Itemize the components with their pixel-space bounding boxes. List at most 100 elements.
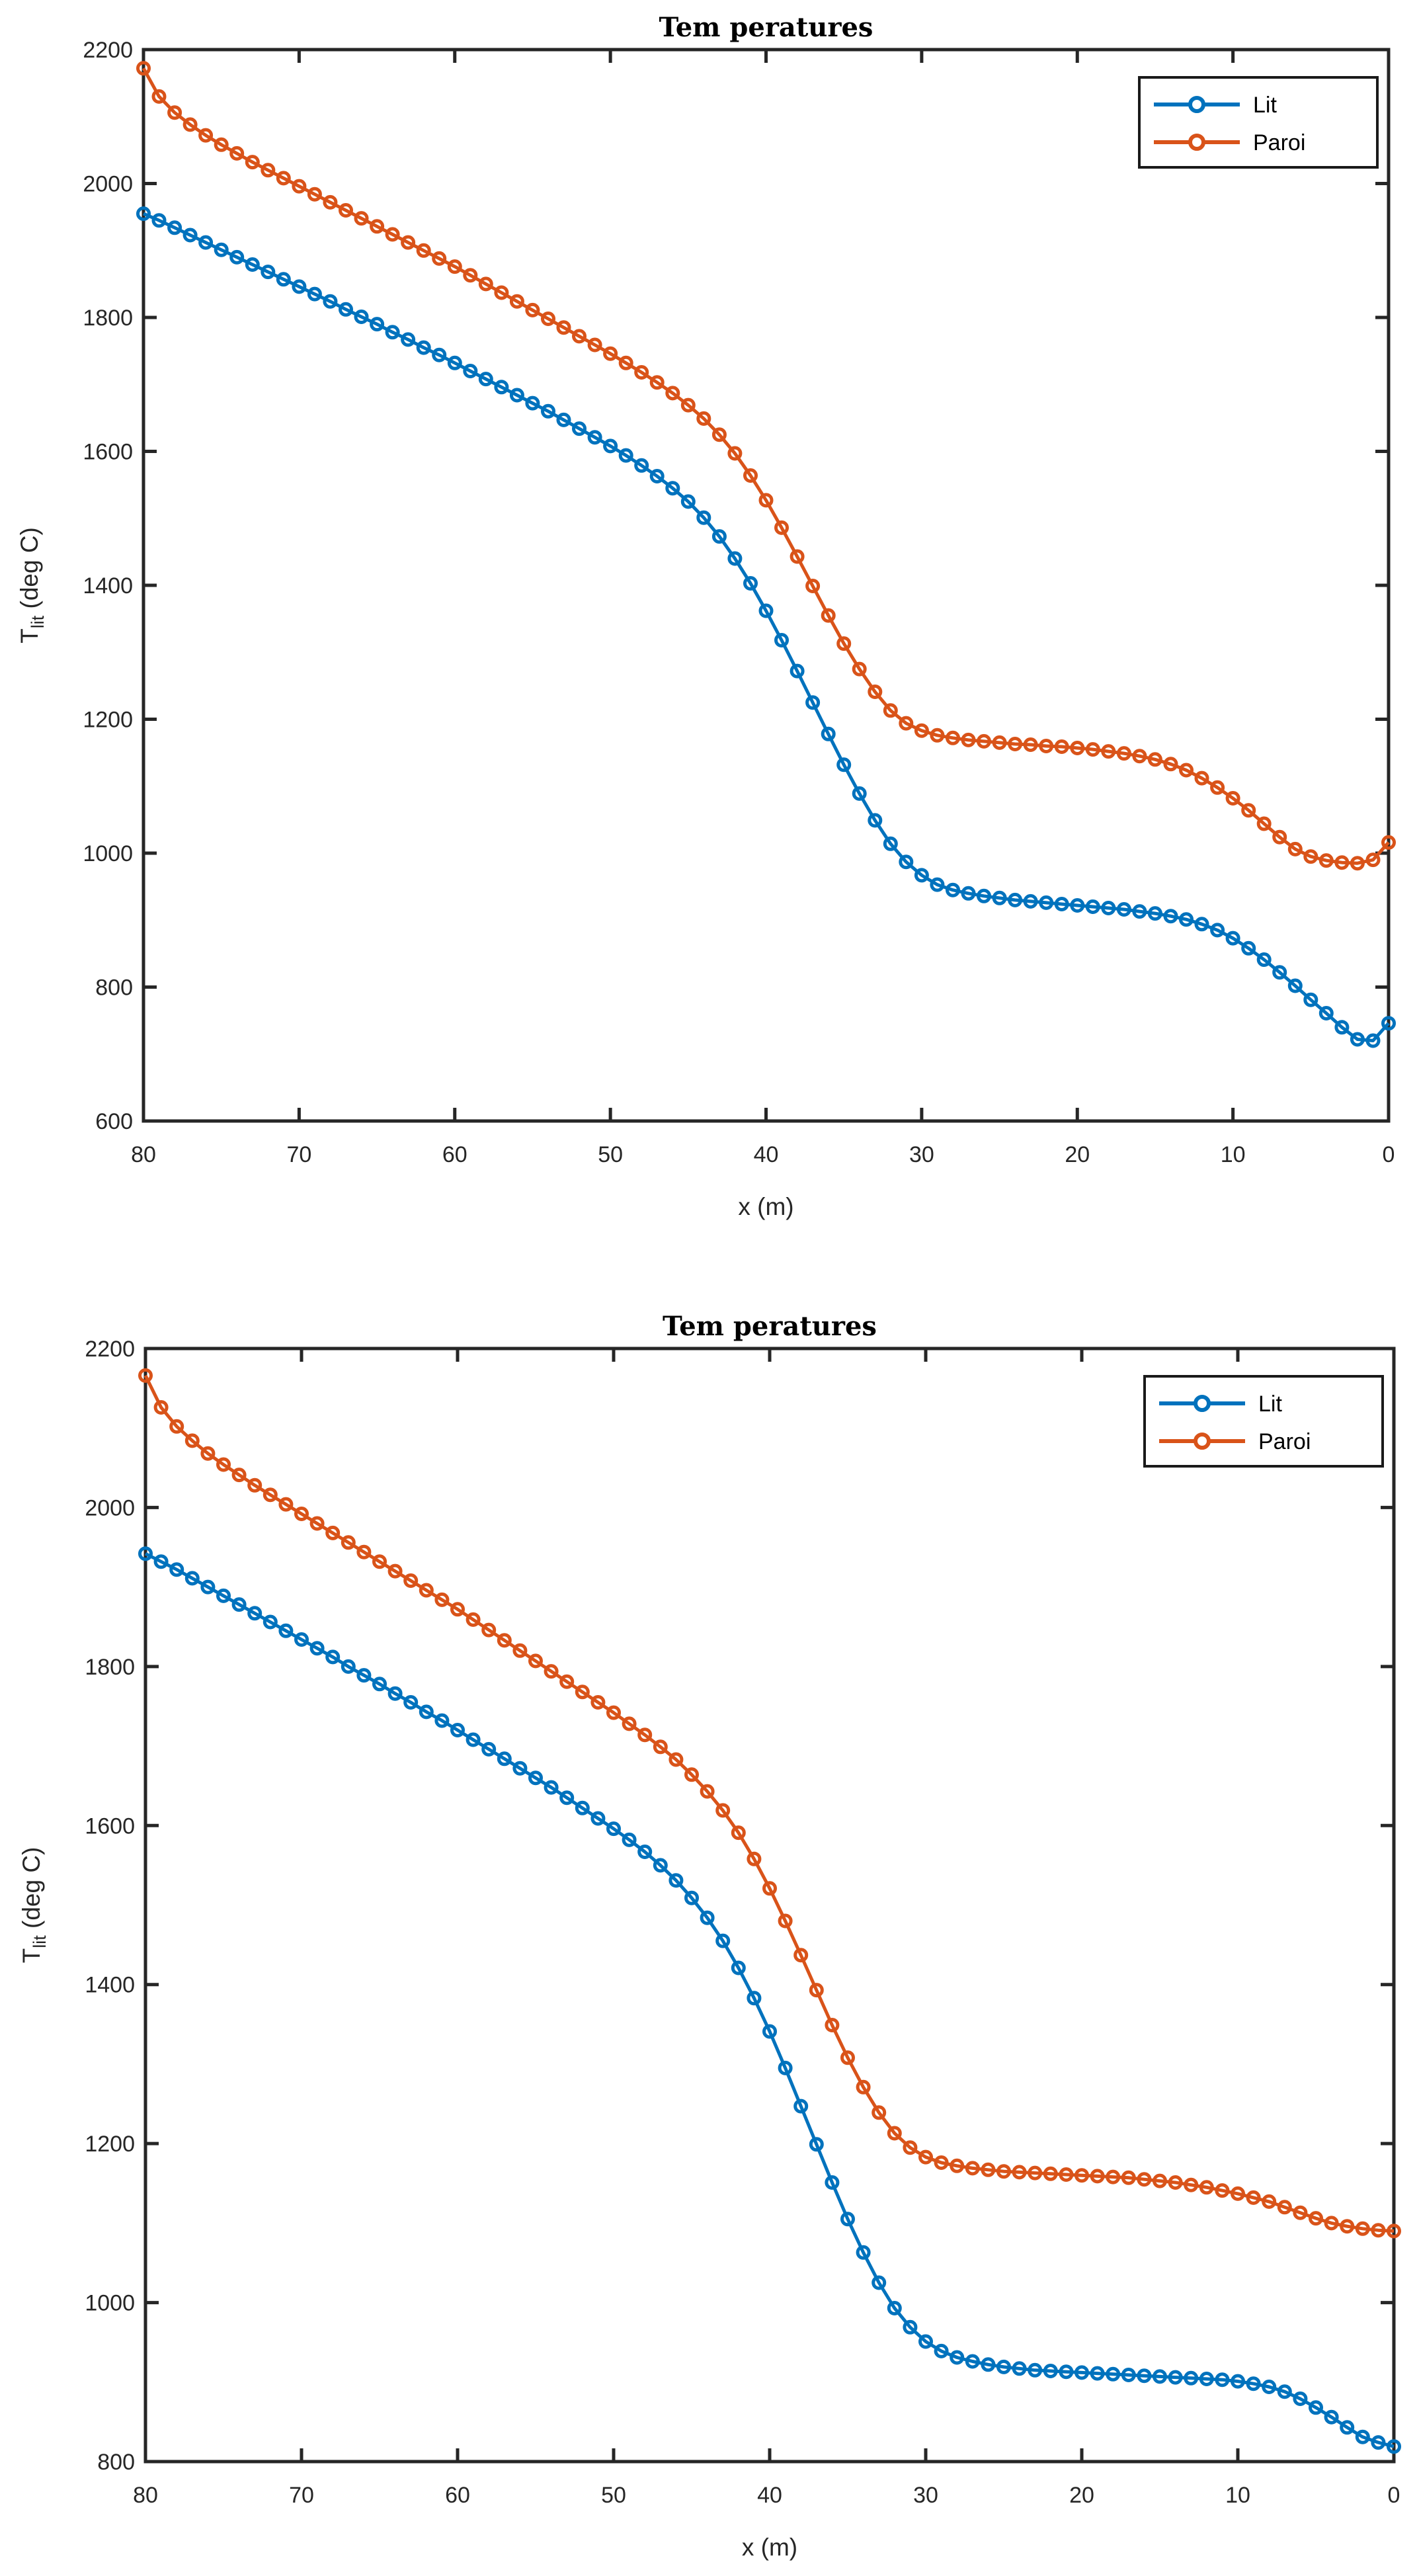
series-lit-marker [606, 1821, 621, 1837]
x-tick-label: 50 [598, 1142, 623, 1167]
series-paroi-marker [618, 355, 633, 370]
series-lit-marker [167, 220, 182, 235]
y-tick-label: 2200 [83, 38, 133, 63]
legend-box [1143, 1375, 1384, 1468]
series-lit-marker [1008, 892, 1023, 907]
series-lit-marker [198, 235, 214, 250]
series-lit-marker [216, 1588, 231, 1603]
series-paroi-marker [758, 493, 774, 508]
series-paroi-marker [167, 105, 182, 120]
series-paroi-marker [466, 1612, 481, 1627]
series-paroi-marker [711, 427, 727, 442]
series-paroi-marker [309, 1516, 325, 1531]
y-tick-label: 1200 [83, 708, 133, 733]
series-paroi-marker [1225, 791, 1240, 806]
series-lit-marker [590, 1811, 606, 1826]
series-paroi-marker [950, 2158, 965, 2173]
series-paroi-marker [231, 1468, 247, 1483]
series-paroi-marker [914, 723, 929, 738]
series-lit-marker [918, 2334, 933, 2349]
series-lit-marker [292, 279, 307, 294]
series-paroi-line [143, 1374, 1395, 2233]
y-axis-label: Tlit (deg C) [16, 527, 48, 644]
series-lit-marker [1085, 899, 1100, 914]
series-lit-marker [1179, 912, 1194, 927]
series-paroi-marker [840, 2050, 855, 2065]
series-paroi-marker [198, 128, 214, 143]
series-paroi-marker [497, 1633, 512, 1648]
series-paroi-marker [665, 386, 680, 401]
series-lit-marker [700, 1910, 715, 1925]
series-lit-marker [309, 1641, 325, 1656]
series-lit-marker [541, 403, 555, 419]
legend-box [1138, 76, 1379, 169]
series-lit-marker [356, 1668, 372, 1683]
series-paroi-marker [1340, 2219, 1355, 2234]
series-paroi-marker [1293, 2205, 1308, 2220]
series-lit-marker [387, 1686, 403, 1701]
y-tick-label: 1400 [85, 1973, 135, 1998]
series-paroi-marker [1008, 737, 1023, 751]
series-lit-marker [903, 2319, 918, 2335]
series-lit-marker [1215, 2372, 1230, 2388]
series-lit-marker [1350, 1032, 1365, 1047]
series-paroi-marker [1147, 752, 1162, 767]
legend-label: Paroi [1258, 1429, 1311, 1454]
series-paroi-marker [419, 1583, 434, 1598]
series-paroi-marker [463, 268, 478, 283]
y-tick-label: 800 [97, 2450, 135, 2475]
series-paroi-marker [747, 1851, 762, 1866]
series-lit-marker [136, 206, 151, 222]
series-paroi-marker [637, 1727, 653, 1743]
series-lit-marker [1324, 2409, 1339, 2425]
series-lit-marker [758, 603, 774, 618]
series-lit-marker [497, 1751, 512, 1766]
legend-label: Lit [1253, 93, 1277, 118]
series-lit-marker [1132, 904, 1147, 919]
y-tick-label: 2200 [85, 1337, 135, 1362]
series-paroi-marker [1090, 2169, 1105, 2184]
series-paroi-marker [325, 1525, 341, 1540]
series-lit-marker [182, 228, 198, 243]
series-lit-marker [1074, 2365, 1089, 2380]
series-lit-marker [138, 1546, 153, 1561]
series-paroi-marker [294, 1507, 309, 1521]
series-lit-marker [1147, 906, 1162, 921]
series-lit-marker [743, 576, 758, 591]
series-lit-marker [805, 695, 821, 710]
series-lit-marker [1293, 2391, 1308, 2406]
series-paroi-marker [825, 2018, 840, 2032]
series-paroi-marker [634, 365, 649, 380]
series-paroi-marker [774, 520, 789, 535]
series-lit-line [144, 1552, 1395, 2448]
series-paroi-marker [762, 1881, 777, 1896]
series-lit-marker [263, 1614, 278, 1630]
legend-marker-circle [1194, 1395, 1211, 1412]
series-lit-marker [1168, 2370, 1183, 2385]
series-lit-marker [899, 854, 914, 870]
series-lit-marker [556, 412, 571, 427]
y-tick-label: 1800 [85, 1655, 135, 1680]
series-paroi-marker [1101, 744, 1116, 759]
x-tick-label: 20 [1069, 2483, 1094, 2508]
series-lit-marker [1225, 931, 1240, 946]
series-paroi-marker [684, 1767, 699, 1782]
series-lit-marker [1101, 901, 1116, 915]
series-lit-marker [419, 1704, 434, 1720]
series-paroi-marker [778, 1913, 793, 1929]
series-lit-marker [544, 1780, 559, 1795]
series-paroi-marker [245, 155, 260, 170]
series-paroi-marker [1246, 2190, 1261, 2205]
series-paroi-marker [416, 243, 431, 258]
series-lit-marker [665, 481, 680, 496]
series-lit-marker [965, 2354, 980, 2369]
y-tick-label: 2000 [85, 1495, 135, 1520]
series-lit-marker [996, 2359, 1011, 2374]
series-paroi-marker [356, 1544, 372, 1559]
series-lit-marker [1340, 2420, 1355, 2435]
series-lit-marker [403, 1695, 419, 1710]
x-tick-label: 70 [289, 2483, 314, 2508]
series-paroi-marker [544, 1664, 559, 1679]
x-tick-label: 0 [1388, 2483, 1400, 2508]
series-lit-marker [525, 395, 540, 411]
